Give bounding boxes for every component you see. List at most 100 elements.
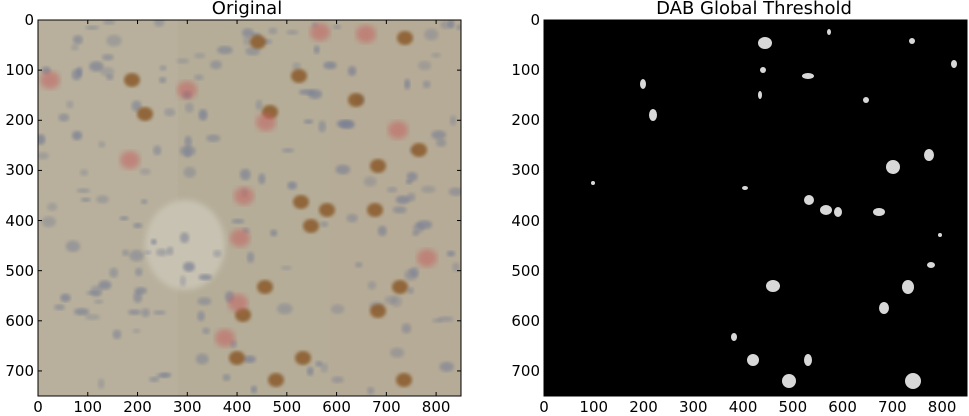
- original-panel: Original: [0, 0, 480, 416]
- brown-nucleus-shape: [303, 219, 319, 233]
- threshold-blob: [731, 333, 737, 341]
- nucleus-shape: [239, 168, 251, 181]
- nucleus-shape: [158, 76, 167, 84]
- brown-nucleus-shape: [370, 159, 386, 173]
- nucleus-shape: [58, 113, 70, 122]
- red-stain-shape: [234, 187, 254, 205]
- x-tick-label: 500: [778, 398, 808, 416]
- nucleus-shape: [318, 120, 327, 133]
- x-tick-label: 600: [322, 398, 351, 416]
- nucleus-shape: [377, 225, 387, 237]
- nucleus-shape: [395, 195, 410, 205]
- red-stain-shape: [228, 294, 248, 312]
- nucleus-shape: [420, 185, 436, 194]
- threshold-blob: [834, 207, 842, 217]
- threshold-blob: [766, 280, 780, 292]
- nucleus-shape: [439, 361, 455, 372]
- nucleus-shape: [418, 60, 432, 71]
- nucleus-shape: [179, 145, 196, 157]
- nucleus-shape: [287, 181, 298, 190]
- red-stain-shape: [177, 81, 197, 99]
- nucleus-shape: [184, 135, 192, 148]
- y-tick-label: 300: [5, 161, 34, 180]
- x-tick-label: 600: [828, 398, 857, 416]
- brown-nucleus-shape: [293, 195, 309, 209]
- nucleus-shape: [320, 362, 329, 373]
- x-tick-label: 500: [272, 398, 302, 416]
- red-stain-shape: [120, 151, 140, 169]
- nucleus-shape: [73, 308, 90, 316]
- nucleus-shape: [392, 206, 407, 214]
- y-tick-label: 500: [511, 261, 540, 280]
- threshold-blob: [863, 97, 869, 103]
- nucleus-shape: [449, 115, 457, 126]
- y-tick-label: 400: [511, 211, 540, 230]
- threshold-blob: [742, 186, 748, 190]
- original-title: Original: [211, 0, 283, 19]
- nucleus-shape: [80, 197, 91, 202]
- nucleus-shape: [197, 310, 205, 322]
- threshold-blob: [640, 79, 646, 89]
- nucleus-shape: [66, 100, 74, 109]
- nucleus-shape: [93, 299, 104, 304]
- nucleus-shape: [85, 314, 101, 321]
- nucleus-shape: [331, 376, 344, 384]
- x-tick-label: 0: [539, 398, 549, 416]
- nucleus-shape: [197, 297, 212, 306]
- threshold-title: DAB Global Threshold: [656, 0, 852, 19]
- nucleus-shape: [245, 46, 261, 56]
- nucleus-shape: [139, 168, 151, 175]
- nucleus-shape: [404, 269, 418, 281]
- nucleus-shape: [121, 249, 130, 256]
- nucleus-shape: [355, 261, 363, 268]
- red-stain-shape: [40, 71, 60, 89]
- nucleus-shape: [166, 246, 174, 256]
- nucleus-shape: [140, 199, 148, 205]
- nucleus-shape: [210, 60, 222, 70]
- nucleus-shape: [134, 287, 147, 295]
- nucleus-shape: [298, 89, 315, 96]
- nucleus-shape: [412, 223, 425, 234]
- nucleus-shape: [76, 188, 91, 193]
- original-image: [37, 19, 462, 397]
- brown-nucleus-shape: [295, 351, 311, 365]
- nucleus-shape: [315, 361, 323, 367]
- nucleus-shape: [406, 171, 418, 182]
- y-tick-label: 100: [511, 61, 540, 80]
- threshold-blob: [886, 160, 900, 174]
- nucleus-shape: [164, 108, 176, 117]
- threshold-blob: [747, 354, 759, 366]
- threshold-blob: [827, 29, 831, 35]
- y-tick-label: 0: [530, 11, 540, 29]
- nucleus-shape: [422, 80, 431, 89]
- threshold-blob: [927, 262, 935, 268]
- nucleus-shape: [159, 65, 167, 71]
- nucleus-shape: [106, 34, 122, 47]
- nucleus-shape: [431, 130, 447, 140]
- nucleus-shape: [155, 373, 170, 378]
- nucleus-shape: [194, 74, 204, 81]
- x-tick-label: 200: [629, 398, 658, 416]
- nucleus-shape: [276, 303, 293, 315]
- nucleus-shape: [367, 386, 375, 395]
- threshold-blob: [902, 280, 914, 294]
- nucleus-shape: [183, 261, 195, 272]
- nucleus-shape: [213, 249, 222, 258]
- threshold-blob: [649, 109, 657, 121]
- x-tick-label: 0: [33, 398, 43, 416]
- nucleus-shape: [184, 102, 194, 113]
- nucleus-shape: [363, 176, 377, 187]
- threshold-blob: [804, 195, 814, 205]
- nucleus-shape: [144, 250, 152, 255]
- red-stain-shape: [215, 329, 235, 347]
- nucleus-shape: [71, 130, 83, 141]
- nucleus-shape: [133, 222, 143, 229]
- x-tick-label: 700: [878, 398, 907, 416]
- nucleus-shape: [202, 327, 210, 335]
- nucleus-shape: [194, 52, 206, 59]
- nucleus-shape: [150, 238, 157, 245]
- y-tick-label: 200: [511, 111, 540, 130]
- nucleus-shape: [386, 186, 398, 193]
- nucleus-shape: [231, 218, 245, 224]
- threshold-blob: [951, 60, 957, 68]
